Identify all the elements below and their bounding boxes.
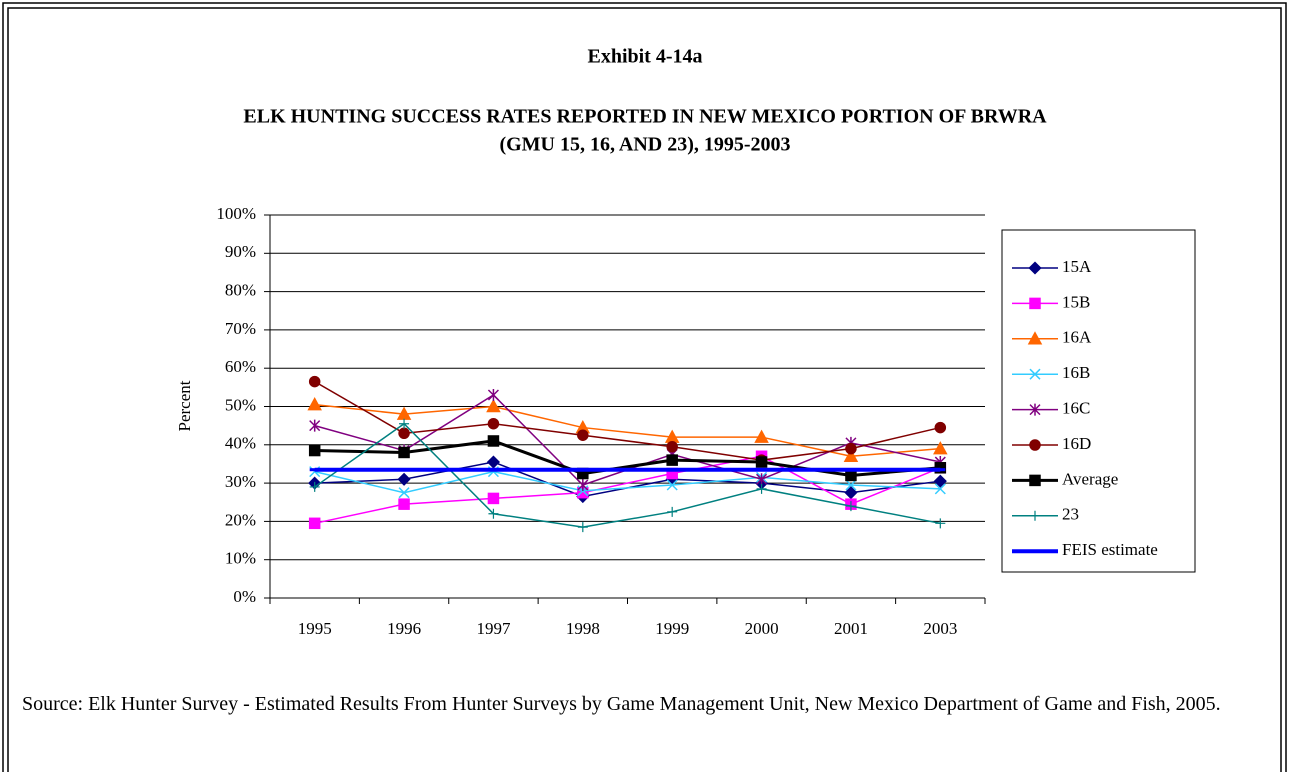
marker xyxy=(577,479,589,492)
x-tick-label: 2003 xyxy=(923,619,957,638)
marker xyxy=(756,483,767,494)
marker xyxy=(309,481,320,492)
marker xyxy=(487,389,499,402)
marker xyxy=(399,418,410,429)
marker xyxy=(666,454,678,466)
marker xyxy=(1029,297,1041,310)
chart-title: (GMU 15, 16, AND 23), 1995-2003 xyxy=(499,134,790,156)
marker xyxy=(666,440,678,453)
marker xyxy=(933,474,947,488)
marker xyxy=(308,375,321,388)
y-tick-label: 10% xyxy=(225,549,256,568)
marker xyxy=(307,397,322,411)
x-tick-label: 1998 xyxy=(566,619,600,638)
y-tick-label: 0% xyxy=(233,587,256,606)
marker xyxy=(1027,331,1043,345)
marker xyxy=(1029,439,1041,451)
marker xyxy=(577,522,588,533)
x-tick-label: 1996 xyxy=(387,619,421,638)
marker xyxy=(487,492,500,505)
marker xyxy=(667,506,678,517)
y-tick-label: 20% xyxy=(225,510,256,529)
source-note: Source: Elk Hunter Survey - Estimated Re… xyxy=(22,693,1221,715)
marker xyxy=(754,429,769,443)
exhibit-label: Exhibit 4-14a xyxy=(587,46,702,68)
marker xyxy=(487,417,500,430)
legend-label: 16A xyxy=(1062,328,1092,347)
legend-label: 15B xyxy=(1062,292,1090,311)
y-tick-label: 70% xyxy=(225,319,256,338)
marker xyxy=(488,508,499,519)
marker xyxy=(934,421,947,434)
x-tick-label: 1995 xyxy=(298,619,332,638)
marker xyxy=(935,518,946,529)
chart-title: ELK HUNTING SUCCESS RATES REPORTED IN NE… xyxy=(243,106,1047,128)
series-line xyxy=(314,380,941,461)
series-line xyxy=(314,470,941,494)
marker xyxy=(486,398,501,413)
series-line xyxy=(314,455,941,525)
marker xyxy=(486,455,500,469)
legend-label: Average xyxy=(1062,469,1118,488)
marker xyxy=(577,429,589,441)
marker xyxy=(487,435,500,447)
legend-label: 16D xyxy=(1062,434,1091,453)
y-tick-label: 60% xyxy=(225,357,256,376)
y-tick-label: 30% xyxy=(225,472,256,491)
legend-label: FEIS estimate xyxy=(1062,540,1158,559)
legend-label: 16B xyxy=(1062,363,1090,382)
legend-label: 16C xyxy=(1062,399,1090,418)
y-tick-label: 100% xyxy=(216,204,256,223)
marker xyxy=(756,473,768,486)
y-axis-label: Percent xyxy=(175,380,194,431)
marker xyxy=(398,498,410,510)
marker xyxy=(398,427,410,440)
legend-box xyxy=(1001,229,1196,573)
marker xyxy=(398,487,410,499)
marker xyxy=(845,469,857,482)
marker xyxy=(398,446,410,459)
legend-label: 15A xyxy=(1062,257,1092,276)
marker xyxy=(397,472,411,486)
marker xyxy=(933,441,948,455)
x-tick-label: 2001 xyxy=(834,619,868,638)
marker xyxy=(843,448,859,463)
y-tick-label: 80% xyxy=(225,281,256,300)
series-line xyxy=(314,439,941,477)
marker xyxy=(845,479,857,491)
series-line xyxy=(314,403,941,458)
marker xyxy=(1029,474,1041,487)
series-line xyxy=(314,422,941,528)
x-tick-label: 1997 xyxy=(476,619,511,638)
marker xyxy=(666,479,678,491)
marker xyxy=(845,501,856,512)
marker xyxy=(308,517,321,530)
marker xyxy=(308,444,321,457)
marker xyxy=(934,483,946,495)
y-tick-label: 50% xyxy=(225,395,256,414)
marker xyxy=(1030,510,1040,521)
marker xyxy=(845,442,857,455)
legend-label: 23 xyxy=(1062,505,1079,524)
marker xyxy=(844,486,858,500)
y-tick-label: 90% xyxy=(225,242,256,261)
x-tick-label: 2000 xyxy=(745,619,779,638)
marker xyxy=(1028,261,1042,275)
marker xyxy=(309,419,321,432)
marker xyxy=(755,456,768,468)
y-tick-label: 40% xyxy=(225,434,256,453)
marker xyxy=(1029,403,1041,416)
x-tick-label: 1999 xyxy=(655,619,689,638)
marker xyxy=(1029,368,1041,380)
